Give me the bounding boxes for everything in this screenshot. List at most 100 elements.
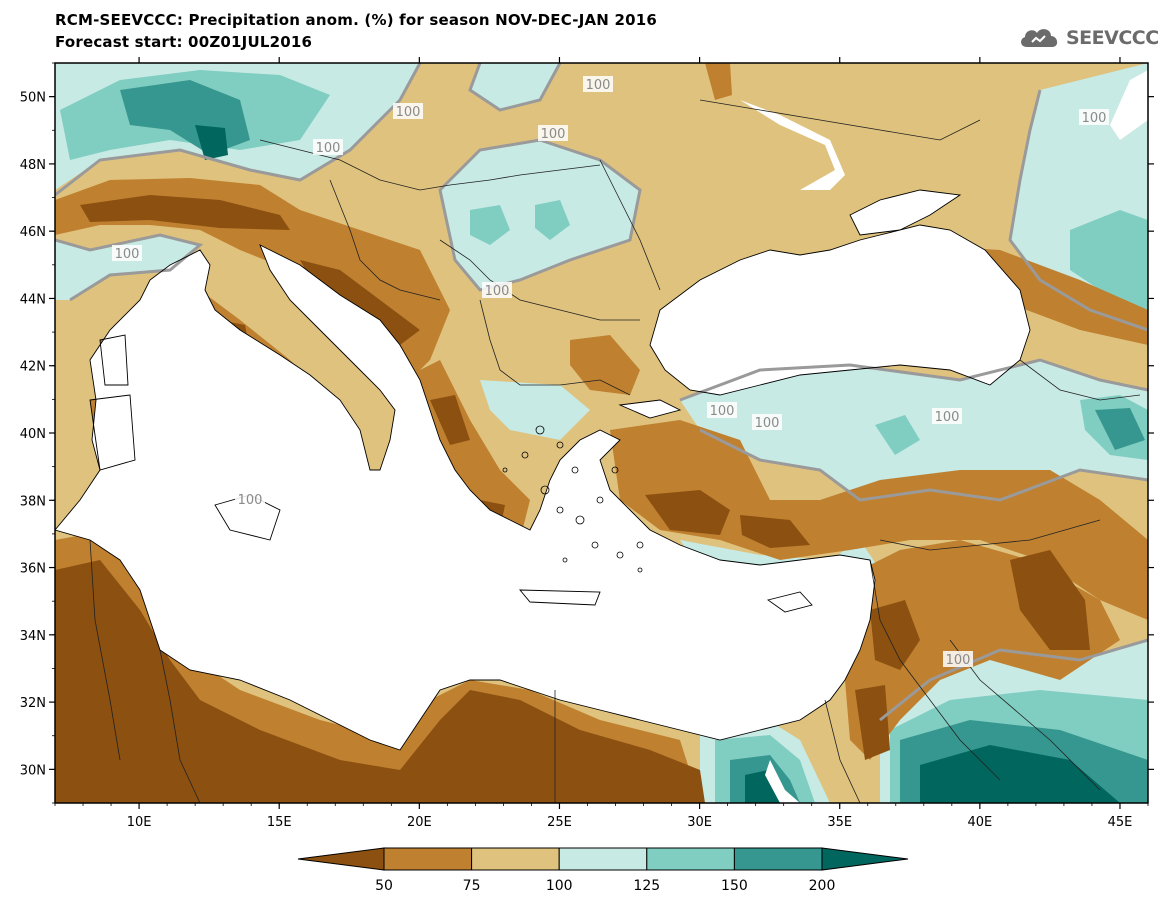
legend-colorbar: 50 75 100 125 150 200 (297, 847, 909, 894)
contour-label-bg (235, 491, 265, 507)
lon-tick-label: 20E (407, 815, 432, 830)
legend-swatch (646, 847, 735, 871)
legend-label: 50 (375, 878, 393, 894)
contour-label: 100 (1082, 111, 1107, 126)
field-gt200-arabia (920, 745, 1120, 803)
lat-tick-label: 48N (20, 158, 46, 173)
lon-tick-label: 35E (827, 815, 852, 830)
sea-marmara (620, 400, 680, 418)
legend-swatch (471, 847, 560, 871)
contour-label-bg (707, 402, 737, 418)
contour-label: 100 (946, 653, 971, 668)
field-lt50-syria (1010, 550, 1090, 650)
longitude-axis: 10E 15E 20E 25E 30E 35E 40E 45E (54, 57, 1149, 830)
field-50-75-alps-band (55, 178, 450, 390)
logo-text: SEEVCCC (1066, 27, 1159, 49)
contour-label-bg (393, 103, 423, 119)
sea-mediterranean (55, 245, 875, 750)
contour-label: 100 (541, 127, 566, 142)
lat-tick-label: 46N (20, 225, 46, 240)
sea-black-sea (650, 225, 1030, 395)
lat-tick-label: 44N (20, 292, 46, 307)
field-125-150-turkey-a (875, 415, 920, 455)
legend-label: 75 (463, 878, 481, 894)
contour-label: 100 (710, 404, 735, 419)
contour-label: 100 (755, 416, 780, 431)
contour-label-bg (538, 125, 568, 141)
contour-label-bg (1079, 109, 1109, 125)
lon-tick-label: 10E (127, 815, 152, 830)
contour-label-bg (313, 139, 343, 155)
field-125-150-pannonia-b (535, 200, 570, 240)
field-lt50-alps (80, 195, 290, 230)
contour-label: 100 (316, 141, 341, 156)
field-150-200-caucasus (1095, 408, 1145, 450)
aegean-islands (502, 425, 644, 573)
coastlines (54, 189, 1031, 751)
sea-red-sea (765, 760, 800, 803)
lat-tick-label: 32N (20, 696, 46, 711)
contour-label: 100 (238, 493, 263, 508)
contour-label: 100 (396, 105, 421, 120)
map-field (55, 63, 1148, 803)
field-125-150-russia (1070, 210, 1148, 310)
lat-tick-label: 50N (20, 91, 46, 106)
seevccc-logo: SEEVCCC (1018, 24, 1159, 52)
lon-tick-label: 30E (687, 815, 712, 830)
contour-label: 100 (485, 284, 510, 299)
contour-label: 100 (115, 247, 140, 262)
lat-tick-label: 30N (20, 763, 46, 778)
field-50-75-ukraine (705, 63, 732, 100)
contour-label-bg (943, 651, 973, 667)
legend-swatch (733, 847, 823, 871)
contour-label-bg (752, 414, 782, 430)
lat-tick-label: 42N (20, 360, 46, 375)
lon-tick-label: 45E (1108, 815, 1133, 830)
legend-swatch (383, 847, 473, 871)
field-lt50-croatia (300, 260, 420, 345)
legend-label: 100 (546, 878, 573, 894)
lake-caspian-edge (1110, 70, 1148, 140)
map-title: RCM-SEEVCCC: Precipitation anom. (%) for… (55, 11, 658, 29)
lon-tick-label: 25E (547, 815, 572, 830)
contour-label-bg (112, 245, 142, 261)
contour-label-bg (932, 408, 962, 424)
legend-label: 125 (633, 878, 660, 894)
field-100-125-balkan-s (480, 380, 590, 440)
forecast-start-label: Forecast start: 00Z01JUL2016 (55, 33, 313, 51)
legend-swatch (558, 847, 648, 871)
country-borders (89, 99, 1141, 803)
cloud-icon (1021, 29, 1058, 47)
lake-dnieper (740, 100, 845, 190)
contour-label-bg (482, 282, 512, 298)
legend-swatch-lt50 (297, 847, 385, 871)
latitude-axis: 50N 48N 46N 44N 42N 40N 38N 36N 34N 32N 30N (20, 62, 1154, 804)
field-lt50-turkey-s (740, 515, 810, 548)
legend-swatch-gt200 (821, 847, 909, 871)
field-50-75-bulgaria (570, 335, 640, 395)
field-gt200-sinai (745, 770, 782, 803)
lat-tick-label: 38N (20, 494, 46, 509)
field-125-150-pannonia-a (470, 205, 510, 245)
contour-labels: 100 100 100 100 100 100 100 100 100 100 100 100 (112, 76, 1109, 668)
contour-label-bg (583, 76, 613, 92)
field-lt50-jordan (855, 685, 890, 760)
field-100-125-ukraine-n (470, 63, 560, 110)
lat-tick-label: 36N (20, 562, 46, 577)
legend-label: 150 (721, 878, 748, 894)
field-gt200-alps (195, 125, 228, 160)
field-lt50-africa (55, 560, 705, 803)
lat-tick-label: 34N (20, 629, 46, 644)
lon-tick-label: 40E (967, 815, 992, 830)
field-lt50-turkey-w (645, 490, 730, 535)
legend-label: 200 (809, 878, 836, 894)
contour-label: 100 (586, 78, 611, 93)
field-lt50-greece (430, 395, 505, 530)
contour-label: 100 (935, 410, 960, 425)
lat-tick-label: 40N (20, 427, 46, 442)
field-lt50-lebanon (870, 600, 920, 670)
contour-100 (55, 63, 1148, 722)
lon-tick-label: 15E (267, 815, 292, 830)
field-50-75-turkey (610, 420, 1148, 620)
